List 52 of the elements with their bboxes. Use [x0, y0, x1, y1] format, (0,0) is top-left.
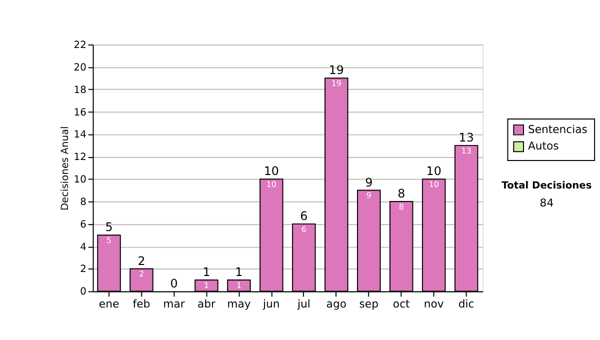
total-label: 9	[365, 175, 373, 190]
x-tick-label: nov	[424, 298, 444, 311]
y-tick-label: 12	[74, 152, 86, 164]
text: 84	[540, 196, 554, 210]
x-tick-label: mar	[163, 298, 186, 311]
y-tick-label: 16	[74, 107, 86, 118]
y-tick-label: 22	[74, 40, 86, 51]
x-tick-label: abr	[197, 298, 216, 311]
data-label: 1	[204, 280, 209, 290]
x-tick-label: ene	[98, 298, 120, 311]
total-label: 6	[300, 208, 308, 223]
data-label: 10	[266, 180, 276, 189]
total-label: 1	[235, 265, 243, 280]
y-tick-label: 8	[80, 196, 86, 208]
data-label: 1	[236, 280, 242, 290]
total-label: 13	[458, 130, 474, 144]
y-tick-label: 20	[74, 62, 86, 74]
y-tick-label: 0	[80, 286, 86, 298]
total-label: 2	[138, 254, 146, 268]
legend-label: Autos	[528, 140, 560, 153]
data-label: 6	[301, 224, 306, 234]
x-tick-label: sep	[359, 298, 379, 311]
text: Total Decisiones	[502, 180, 592, 192]
x-tick-label: jun	[262, 298, 280, 311]
data-label: 2	[138, 270, 144, 279]
legend-label: Sentencias	[528, 122, 588, 136]
x-tick-label: oct	[392, 298, 410, 311]
y-tick-label: 14	[74, 130, 86, 141]
x-tick-label: ago	[326, 298, 347, 311]
data-label: 9	[366, 191, 372, 200]
y-axis-title: Decisiones Anual	[60, 126, 71, 211]
y-tick-label: 18	[74, 84, 86, 96]
total-label: 0	[170, 276, 178, 290]
total-label: 19	[328, 63, 344, 78]
data-label: 8	[398, 202, 404, 212]
total-label: 5	[105, 220, 113, 234]
total-label: 10	[426, 164, 442, 178]
total-label: 1	[202, 265, 210, 280]
total-label: 8	[398, 186, 406, 201]
y-tick-label: 10	[74, 174, 86, 186]
x-tick-label: jul	[296, 298, 310, 311]
data-label: 13	[461, 146, 472, 156]
data-label: 5	[106, 236, 112, 246]
x-tick-label: feb	[132, 298, 150, 311]
data-label: 10	[428, 180, 439, 189]
y-tick-label: 6	[80, 219, 86, 230]
y-tick-label: 4	[80, 242, 86, 253]
x-tick-label: may	[227, 298, 252, 311]
data-label: 19	[331, 79, 342, 88]
x-tick-label: dic	[458, 298, 474, 311]
total-label: 10	[264, 164, 279, 178]
y-tick-label: 2	[80, 264, 86, 276]
